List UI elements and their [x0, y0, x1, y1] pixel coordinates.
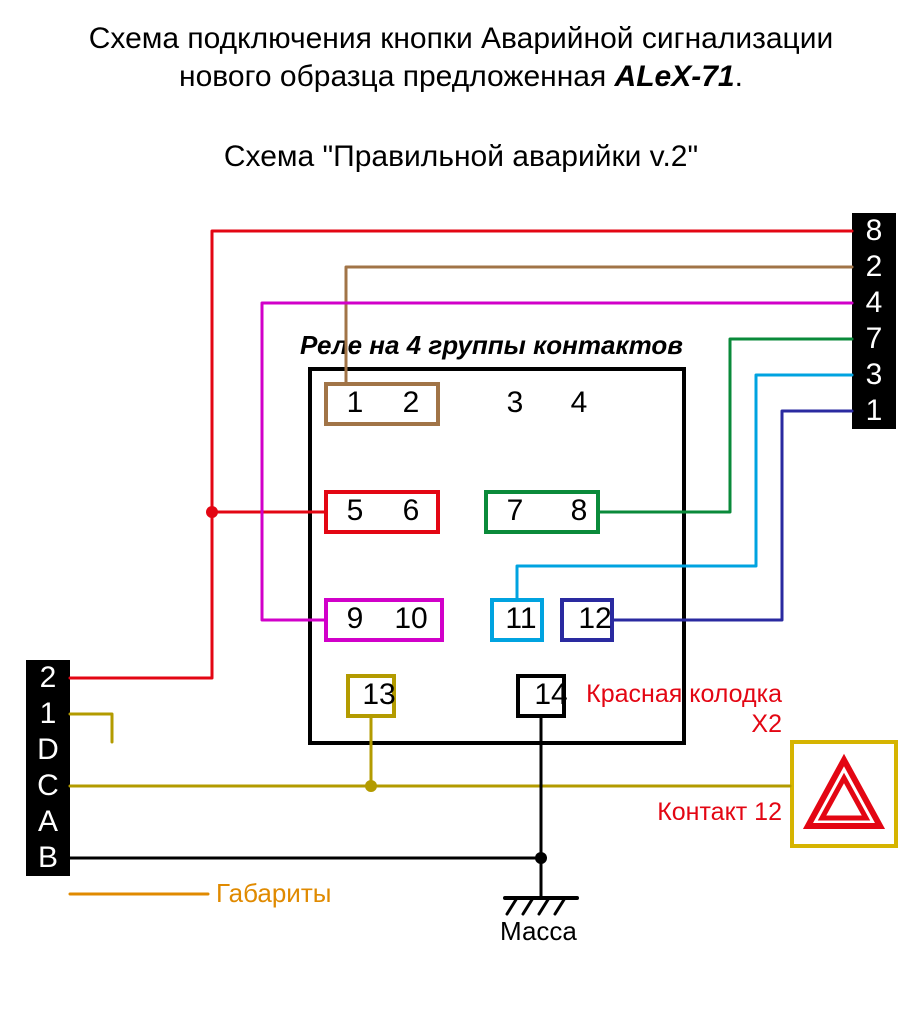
relay-pin-1: 1 [334, 386, 376, 420]
hazard-triangle-icon [794, 744, 894, 844]
connector-pin-C: C [26, 768, 70, 804]
wire-red-5-to-L2 [70, 512, 212, 678]
connector-pin-8: 8 [852, 213, 896, 249]
relay-pin-5: 5 [334, 494, 376, 528]
wire-ground-bar-1 [507, 898, 517, 914]
diagram-stage: Схема подключения кнопки Аварийной сигна… [0, 0, 922, 1024]
junction-red-junction-dot [206, 506, 218, 518]
relay-pin-12: 12 [574, 602, 616, 636]
connector-pin-4: 4 [852, 285, 896, 321]
title-author: ALeX-71 [615, 60, 735, 93]
hazard-label-mid: Х2 [552, 710, 782, 739]
title-line2-suffix: . [735, 60, 743, 93]
connector-pin-D: D [26, 732, 70, 768]
relay-label: Реле на 4 группы контактов [300, 330, 683, 361]
gabarity-label: Габариты [216, 878, 331, 909]
relay-pin-7: 7 [494, 494, 536, 528]
wire-ground-bar-3 [539, 898, 549, 914]
relay-pin-10: 10 [390, 602, 432, 636]
relay-pin-14: 14 [530, 678, 572, 712]
relay-pin-11: 11 [500, 602, 542, 636]
hazard-label-bottom: Контакт 12 [622, 798, 782, 827]
relay-pin-2: 2 [390, 386, 432, 420]
relay-pin-13: 13 [358, 678, 400, 712]
wire-ground-bar-2 [523, 898, 533, 914]
connector-pin-A: A [26, 804, 70, 840]
relay-pin-6: 6 [390, 494, 432, 528]
connector-left: 21DCAB [26, 660, 70, 876]
hazard-label-top: Красная колодка [552, 680, 782, 709]
connector-pin-7: 7 [852, 321, 896, 357]
connector-pin-2: 2 [852, 249, 896, 285]
connector-pin-B: B [26, 840, 70, 876]
ground-label: Масса [500, 916, 577, 947]
relay-pin-8: 8 [558, 494, 600, 528]
connector-right: 824731 [852, 213, 896, 429]
relay-pin-3: 3 [494, 386, 536, 420]
title-line1: Схема подключения кнопки Аварийной сигна… [89, 22, 834, 55]
hazard-button-box [790, 740, 898, 848]
connector-pin-1: 1 [852, 393, 896, 429]
relay-pin-9: 9 [334, 602, 376, 636]
title: Схема подключения кнопки Аварийной сигна… [21, 20, 901, 95]
title-line2-prefix: нового образца предложенная [179, 60, 615, 93]
wire-brown-1-to-R2 [346, 267, 852, 382]
junction-olive-junction-dot [365, 780, 377, 792]
relay-pin-4: 4 [558, 386, 600, 420]
connector-pin-1: 1 [26, 696, 70, 732]
connector-pin-3: 3 [852, 357, 896, 393]
junction-ground-junction-dot [535, 852, 547, 864]
wire-olive-L1-stub [70, 714, 112, 742]
subtitle: Схема "Правильной аварийки v.2" [21, 140, 901, 174]
connector-pin-2: 2 [26, 660, 70, 696]
wire-ground-bar-4 [555, 898, 565, 914]
